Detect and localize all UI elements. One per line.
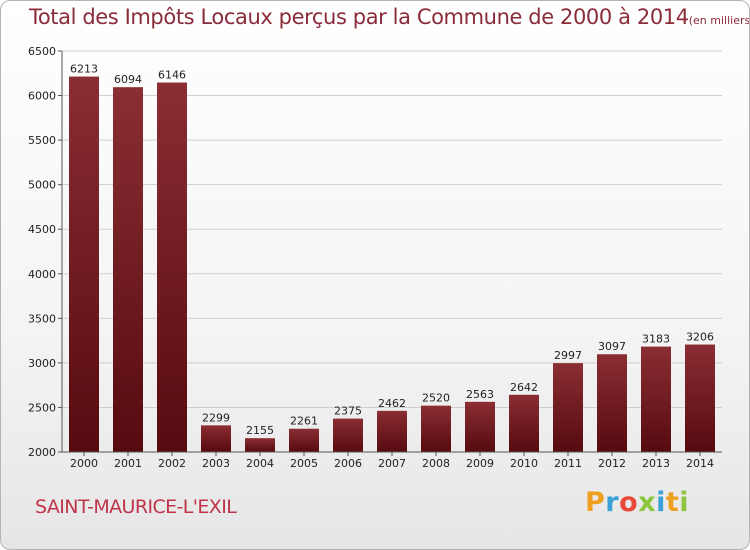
- x-tick-label: 2000: [70, 457, 98, 470]
- y-tick-label: 3500: [28, 312, 56, 325]
- chart-title-text: Total des Impôts Locaux perçus par la Co…: [29, 5, 689, 29]
- x-tick-label: 2002: [158, 457, 186, 470]
- x-tick-label: 2012: [598, 457, 626, 470]
- logo-letter: i: [656, 487, 666, 518]
- bar: [597, 354, 627, 452]
- x-tick-label: 2011: [554, 457, 582, 470]
- y-tick-label: 2000: [28, 446, 56, 459]
- bar: [289, 428, 319, 452]
- y-tick-label: 2500: [28, 401, 56, 414]
- x-tick-label: 2001: [114, 457, 142, 470]
- logo-letter: i: [679, 487, 690, 518]
- x-tick-label: 2013: [642, 457, 670, 470]
- data-label: 2563: [466, 388, 494, 401]
- logo-letter: P: [585, 487, 606, 518]
- bar: [201, 425, 231, 452]
- bar: [377, 410, 407, 452]
- y-tick-label: 4000: [28, 268, 56, 281]
- logo-letter: r: [605, 487, 620, 518]
- bar: [157, 82, 187, 452]
- data-label: 6146: [158, 69, 186, 82]
- y-tick-label: 5500: [28, 134, 56, 147]
- bar: [333, 418, 363, 452]
- data-label: 2997: [554, 349, 582, 362]
- x-tick-label: 2005: [290, 457, 318, 470]
- x-tick-label: 2004: [246, 457, 274, 470]
- data-label: 2462: [378, 397, 406, 410]
- chart-unit: (en milliers d'€): [688, 14, 750, 27]
- data-labels: 6213 6094 6146 2299 2155 2261 2375 2462 2520 2563…: [70, 63, 714, 438]
- x-axis-ticks: 2000 2001 2002 2003 2004 2005 2006 2007 2008 2009…: [70, 452, 714, 470]
- x-tick-label: 2007: [378, 457, 406, 470]
- data-label: 2642: [510, 381, 538, 394]
- bar: [245, 438, 275, 452]
- data-label: 6094: [114, 73, 142, 86]
- data-label: 3183: [642, 333, 670, 346]
- data-label: 2375: [334, 405, 362, 418]
- bar: [685, 344, 715, 452]
- bar: [641, 346, 671, 452]
- data-label: 2261: [290, 415, 318, 428]
- bar: [421, 405, 451, 452]
- x-tick-label: 2006: [334, 457, 362, 470]
- x-tick-label: 2010: [510, 457, 538, 470]
- y-axis-ticks: 2000 2500 3000 3500 4000 4500 5000 5500 6000 6500: [28, 45, 62, 459]
- y-tick-label: 3000: [28, 357, 56, 370]
- y-tick-label: 6500: [28, 45, 56, 58]
- data-label: 2299: [202, 411, 230, 424]
- commune-name: SAINT-MAURICE-L'EXIL: [35, 496, 237, 518]
- logo-letter: x: [638, 487, 657, 518]
- bar: [113, 87, 143, 452]
- chart-title: Total des Impôts Locaux perçus par la Co…: [29, 5, 750, 29]
- x-tick-label: 2014: [686, 457, 714, 470]
- proxiti-logo[interactable]: Proxiti: [585, 487, 689, 518]
- data-label: 3206: [686, 331, 714, 344]
- bars: [69, 76, 715, 452]
- data-label: 2520: [422, 392, 450, 405]
- y-tick-label: 4500: [28, 223, 56, 236]
- bar: [553, 363, 583, 452]
- logo-letter: o: [619, 487, 639, 518]
- bar: [69, 76, 99, 452]
- data-label: 3097: [598, 340, 626, 353]
- bar: [509, 394, 539, 452]
- y-tick-label: 5000: [28, 179, 56, 192]
- axes: [61, 51, 722, 453]
- x-tick-label: 2003: [202, 457, 230, 470]
- bar: [465, 401, 495, 452]
- x-tick-label: 2008: [422, 457, 450, 470]
- logo-letter: t: [665, 487, 680, 518]
- data-label: 2155: [246, 424, 274, 437]
- y-tick-label: 6000: [28, 90, 56, 103]
- data-label: 6213: [70, 63, 98, 76]
- x-tick-label: 2009: [466, 457, 494, 470]
